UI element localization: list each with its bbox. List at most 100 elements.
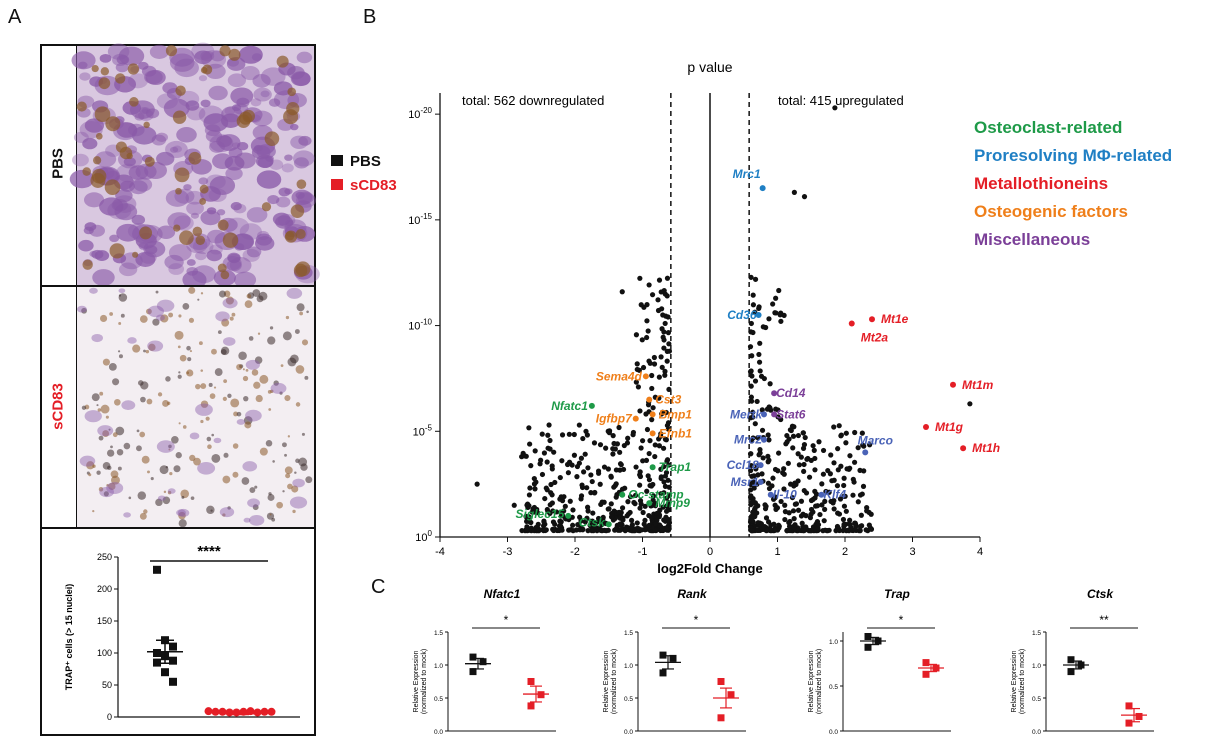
- volcano-point: [660, 445, 667, 451]
- scd83-stain-speck: [81, 307, 87, 314]
- pbs-stain-cell: [185, 190, 204, 205]
- volcano-point: [781, 466, 787, 472]
- qpcr-point: [537, 691, 545, 699]
- scd83-stain-speck: [168, 312, 174, 318]
- pbs-stain-cell: [237, 141, 249, 151]
- volcano-point: [801, 468, 807, 475]
- qpcr-point: [922, 670, 930, 678]
- volcano-point: [597, 442, 604, 448]
- volcano-point: [632, 492, 639, 499]
- volcano-gene-point: [632, 415, 639, 422]
- scd83-stain-speck: [232, 443, 239, 449]
- volcano-point: [539, 431, 545, 437]
- scd83-stain-speck: [108, 482, 116, 491]
- pbs-trap-cell: [93, 156, 102, 165]
- pbs-stain-cell: [233, 203, 247, 214]
- trap-point: [218, 707, 227, 716]
- scd83-stain-speck: [178, 519, 187, 528]
- volcano-point: [784, 439, 790, 445]
- pbs-trap-cell: [285, 231, 295, 241]
- volcano-point: [652, 500, 659, 507]
- volcano-gene-label: Siglec15: [516, 507, 565, 521]
- volcano-point: [784, 528, 790, 534]
- trap-point: [153, 565, 161, 574]
- volcano-point: [656, 443, 662, 449]
- volcano-gene-label: Mt1e: [881, 312, 909, 326]
- volcano-point: [625, 499, 631, 505]
- pbs-trap-cell: [293, 263, 308, 278]
- volcano-point: [628, 517, 635, 523]
- volcano-point: [631, 499, 637, 506]
- volcano-point: [566, 431, 572, 437]
- scd83-stain-speck: [254, 485, 258, 489]
- scd83-stain-speck: [96, 470, 101, 475]
- pbs-trap-cell: [179, 230, 194, 246]
- scd83-stain-speck: [232, 471, 239, 478]
- volcano-point: [858, 512, 864, 518]
- pbs-stain-cell: [246, 246, 262, 258]
- volcano-point: [658, 289, 664, 295]
- pbs-trap-cell: [132, 251, 139, 258]
- pbs-stain-cell: [194, 50, 213, 65]
- scd83-stain-speck: [265, 439, 273, 447]
- scd83-stain-speck: [238, 351, 247, 361]
- volcano-point: [637, 473, 644, 480]
- volcano-point: [763, 515, 770, 521]
- volcano-point: [822, 506, 828, 513]
- volcano-point: [664, 293, 670, 299]
- volcano-point: [665, 477, 671, 483]
- qpcr-point: [659, 669, 667, 677]
- volcano-point: [823, 488, 829, 495]
- volcano-point: [767, 526, 774, 532]
- volcano-point: [638, 501, 644, 507]
- scd83-stain-speck: [140, 396, 146, 403]
- pbs-trap-cell: [173, 224, 181, 232]
- trap-y-tick-label: 150: [97, 616, 112, 626]
- scd83-stain-speck: [168, 448, 171, 451]
- qpcr-y-tick-label: 0.0: [624, 729, 633, 736]
- volcano-point: [637, 275, 643, 281]
- panel-letter-b: B: [363, 6, 377, 28]
- trap-y-tick-label: 100: [97, 648, 112, 658]
- scd83-stain-speck: [105, 415, 109, 419]
- pbs-stain-cell: [91, 249, 104, 259]
- volcano-point: [582, 451, 588, 457]
- volcano-point: [613, 481, 619, 487]
- volcano-point: [578, 455, 585, 461]
- volcano-point: [790, 508, 797, 514]
- pbs-trap-cell: [199, 184, 209, 194]
- volcano-point: [755, 435, 761, 441]
- volcano-point: [663, 495, 670, 501]
- volcano-point: [644, 488, 650, 494]
- volcano-point: [608, 473, 614, 479]
- volcano-point: [617, 449, 623, 455]
- volcano-point: [657, 522, 663, 528]
- pbs-trap-cell: [98, 77, 111, 90]
- scd83-stain-speck: [272, 460, 275, 463]
- scd83-stain-speck: [255, 394, 263, 403]
- volcano-point: [591, 440, 598, 446]
- volcano-point: [665, 330, 672, 336]
- volcano-gene-label: Nfatc1: [551, 399, 588, 413]
- volcano-point: [658, 354, 664, 360]
- volcano-point: [756, 359, 763, 365]
- qpcr-subplot-title: Ctsk: [1087, 587, 1114, 601]
- scd83-stain-speck: [155, 290, 159, 294]
- pbs-stain-cell: [73, 131, 89, 143]
- pbs-trap-cell: [94, 106, 111, 123]
- volcano-point: [646, 450, 652, 457]
- pbs-stain-cell: [200, 99, 211, 108]
- pbs-stain-cell: [92, 269, 115, 286]
- pbs-stain-cell: [278, 187, 291, 197]
- scd83-stain-speck: [251, 369, 259, 376]
- scd83-stain-speck: [139, 512, 147, 520]
- volcano-point: [749, 473, 755, 479]
- scd83-stain-speck: [96, 404, 99, 407]
- volcano-point: [617, 521, 623, 527]
- qpcr-point: [1135, 712, 1143, 720]
- scd83-stain-speck: [285, 473, 291, 479]
- volcano-point: [756, 351, 762, 358]
- pbs-trap-cell: [296, 179, 307, 190]
- volcano-point: [649, 417, 655, 423]
- volcano-point: [597, 481, 603, 487]
